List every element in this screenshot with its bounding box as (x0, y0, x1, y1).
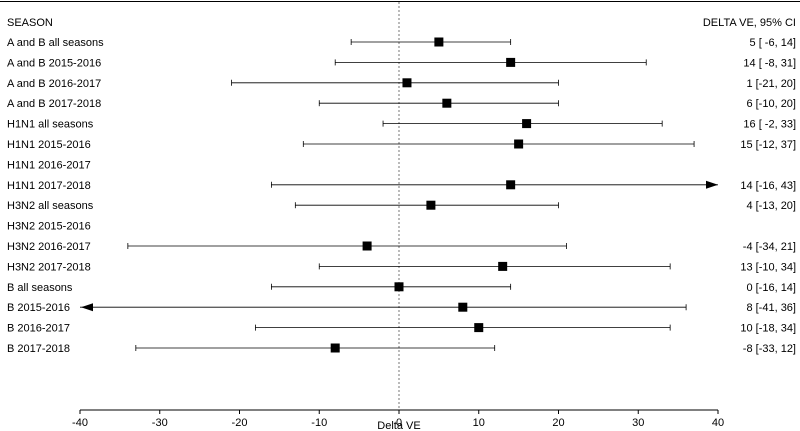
point-estimate (514, 139, 524, 149)
x-tick-label: -30 (152, 417, 168, 429)
ci-arrow-left (81, 303, 93, 312)
row-estimate-ci: 16 [ -2, 33] (743, 119, 796, 131)
row-estimate-ci: 1 [-21, 20] (746, 78, 796, 90)
point-estimate (458, 302, 468, 312)
x-tick-label: -20 (232, 417, 248, 429)
header-delta-ve-ci: DELTA VE, 95% CI (703, 17, 796, 29)
forest-row: H3N2 2015-2016 (7, 221, 91, 233)
point-estimate (434, 37, 444, 47)
row-label: H1N1 2016-2017 (7, 159, 91, 171)
row-estimate-ci: 10 [-18, 34] (740, 323, 796, 335)
point-estimate (394, 282, 404, 292)
row-estimate-ci: 5 [ -6, 14] (750, 37, 796, 49)
point-estimate (522, 119, 532, 129)
x-tick-label: 30 (632, 417, 644, 429)
forest-row: H1N1 2017-2018 14 [-16, 43] (7, 180, 796, 192)
x-tick-label: 40 (712, 417, 724, 429)
row-label: A and B all seasons (7, 37, 104, 49)
row-label: H3N2 all seasons (7, 200, 94, 212)
row-label: B 2016-2017 (7, 323, 70, 335)
row-label: H3N2 2017-2018 (7, 261, 91, 273)
x-tick-label: 10 (473, 417, 485, 429)
row-estimate-ci: 14 [ -8, 31] (743, 57, 796, 69)
row-label: A and B 2017-2018 (7, 98, 101, 110)
forest-row: A and B 2016-2017 1 [-21, 20] (7, 78, 796, 90)
row-label: B all seasons (7, 282, 73, 294)
x-axis-title: Delta VE (377, 420, 420, 431)
row-estimate-ci: 14 [-16, 43] (740, 180, 796, 192)
x-tick-label: 20 (552, 417, 564, 429)
forest-row: H3N2 2016-2017 -4 [-34, 21] (7, 241, 796, 253)
forest-row: H3N2 2017-2018 13 [-10, 34] (7, 261, 796, 273)
forest-row: H1N1 all seasons 16 [ -2, 33] (7, 119, 796, 131)
row-label: H3N2 2016-2017 (7, 241, 91, 253)
row-estimate-ci: -8 [-33, 12] (743, 343, 796, 355)
row-estimate-ci: 0 [-16, 14] (746, 282, 796, 294)
point-estimate (506, 57, 516, 67)
x-axis-ticks: -40 -30 -20 -10 0 10 20 30 40 (72, 410, 724, 429)
row-estimate-ci: 4 [-13, 20] (746, 200, 796, 212)
point-estimate (362, 241, 372, 251)
row-label: B 2015-2016 (7, 302, 70, 314)
forest-row: A and B 2015-2016 14 [ -8, 31] (7, 57, 796, 69)
ci-arrow-right (706, 180, 718, 189)
forest-row: B 2015-2016 8 [-41, 36] (7, 302, 796, 314)
row-label: H1N1 2017-2018 (7, 180, 91, 192)
row-label: A and B 2015-2016 (7, 57, 101, 69)
point-estimate (506, 180, 516, 190)
forest-row: B 2017-2018 -8 [-33, 12] (7, 343, 796, 355)
row-label: A and B 2016-2017 (7, 78, 101, 90)
point-estimate (402, 78, 412, 88)
forest-row: A and B all seasons 5 [ -6, 14] (7, 37, 796, 49)
row-label: H1N1 2015-2016 (7, 139, 91, 151)
point-estimate (498, 261, 508, 271)
row-label: H3N2 2015-2016 (7, 221, 91, 233)
row-estimate-ci: 13 [-10, 34] (740, 261, 796, 273)
rows-layer: A and B all seasons 5 [ -6, 14] A and B 20… (7, 37, 796, 355)
x-tick-label: -10 (311, 417, 327, 429)
forest-row: H1N1 2016-2017 (7, 159, 91, 171)
forest-row: H1N1 2015-2016 15 [-12, 37] (7, 139, 796, 151)
row-estimate-ci: 8 [-41, 36] (746, 302, 796, 314)
x-tick-label: -40 (72, 417, 88, 429)
forest-row: B 2016-2017 10 [-18, 34] (7, 323, 796, 335)
x-tick-label: 0 (396, 417, 402, 429)
row-label: B 2017-2018 (7, 343, 70, 355)
row-estimate-ci: 6 [-10, 20] (746, 98, 796, 110)
row-label: H1N1 all seasons (7, 119, 94, 131)
forest-row: H3N2 all seasons 4 [-13, 20] (7, 200, 796, 212)
point-estimate (426, 200, 436, 210)
row-estimate-ci: -4 [-34, 21] (743, 241, 796, 253)
point-estimate (442, 98, 452, 108)
header-season: SEASON (7, 17, 53, 29)
forest-row: A and B 2017-2018 6 [-10, 20] (7, 98, 796, 110)
point-estimate (474, 323, 484, 333)
point-estimate (330, 343, 340, 353)
row-estimate-ci: 15 [-12, 37] (740, 139, 796, 151)
forest-row: B all seasons 0 [-16, 14] (7, 282, 796, 294)
